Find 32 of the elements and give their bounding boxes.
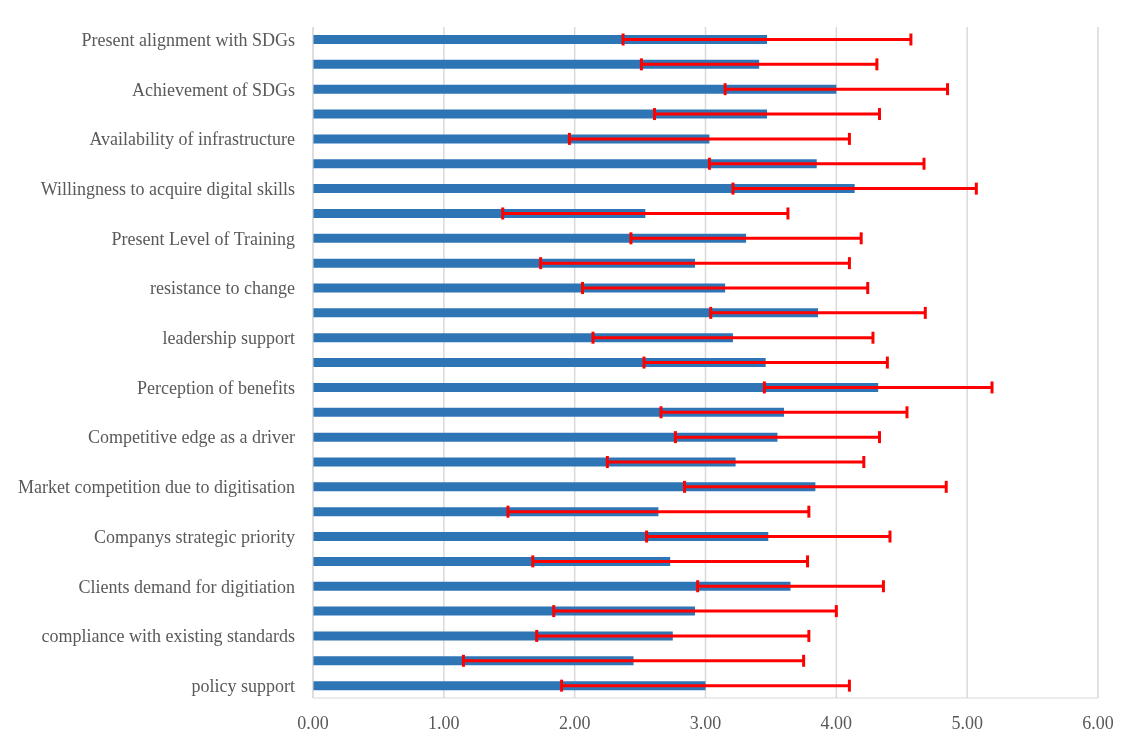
bar <box>313 184 855 194</box>
x-tick-label: 4.00 <box>820 712 853 733</box>
bar <box>313 233 747 243</box>
x-tick-label: 5.00 <box>951 712 983 733</box>
x-tick-label: 6.00 <box>1082 712 1114 733</box>
y-tick-label: Market competition due to digitisation <box>18 477 295 498</box>
y-tick-label: resistance to change <box>150 278 295 299</box>
x-tick-label: 3.00 <box>689 712 722 733</box>
y-tick-label: Present Level of Training <box>111 228 295 249</box>
y-tick-label: Willingness to acquire digital skills <box>40 178 295 199</box>
bar <box>313 382 879 392</box>
y-tick-label: Present alignment with SDGs <box>81 29 295 50</box>
x-tick-label: 0.00 <box>297 712 329 733</box>
y-tick-label: leadership support <box>162 328 295 349</box>
y-tick-label: Competitive edge as a driver <box>88 427 295 448</box>
y-tick-label: Clients demand for digitiation <box>78 576 295 597</box>
y-tick-label: compliance with existing standards <box>41 626 295 647</box>
bar <box>313 581 791 591</box>
y-tick-label: Achievement of SDGs <box>132 79 295 100</box>
bar <box>313 532 769 542</box>
bar <box>313 308 819 318</box>
bar <box>313 358 766 368</box>
y-tick-label: Perception of benefits <box>137 377 295 398</box>
bar <box>313 159 817 169</box>
x-tick-label: 1.00 <box>428 712 460 733</box>
y-tick-label: Companys strategic priority <box>94 526 295 547</box>
x-tick-label: 2.00 <box>558 712 591 733</box>
bar <box>313 432 778 442</box>
bar <box>313 84 837 94</box>
y-tick-label: policy support <box>191 675 295 696</box>
bar <box>313 109 767 119</box>
y-tick-label: Availability of infrastructure <box>89 129 296 150</box>
